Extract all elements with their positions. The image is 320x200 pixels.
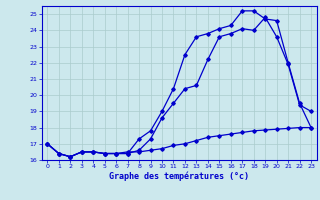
X-axis label: Graphe des températures (°c): Graphe des températures (°c): [109, 172, 249, 181]
